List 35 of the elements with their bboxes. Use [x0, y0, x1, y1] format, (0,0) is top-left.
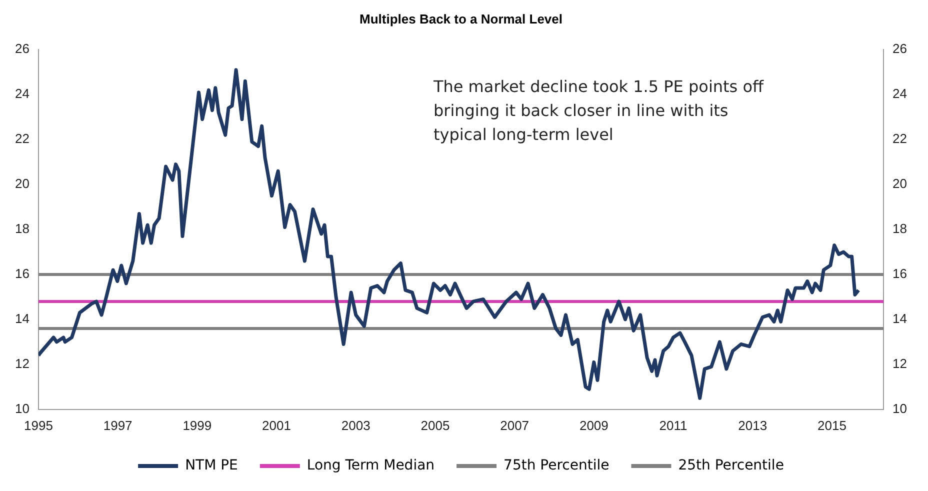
- y-tick-label: 20: [14, 176, 30, 192]
- y2-tick-label: 24: [892, 86, 908, 102]
- y-tick-label: 22: [14, 131, 30, 146]
- annotation: The market decline took 1.5 PE points off bringing it back closer in line with its typical long-term level: [432, 76, 765, 144]
- x-tick-label: 2001: [262, 418, 291, 433]
- y-tick-label: 24: [14, 86, 30, 102]
- y-tick-label: 26: [14, 41, 30, 56]
- y-tick-label: 14: [14, 311, 30, 326]
- chart-title: Multiples Back to a Normal Level: [359, 11, 563, 26]
- y2-tick-label: 16: [892, 266, 908, 282]
- legend-label: Long Term Median: [306, 458, 435, 474]
- y2-tick-label: 18: [892, 221, 908, 236]
- x-tick-label: 2003: [341, 418, 370, 433]
- legend-label: 25th Percentile: [678, 458, 784, 474]
- x-tick-label: 2011: [659, 418, 688, 433]
- x-tick-label: 1997: [103, 418, 132, 433]
- x-tick-label: 2015: [818, 418, 846, 433]
- y2-tick-label: 20: [892, 176, 908, 192]
- y2-tick-label: 12: [892, 356, 908, 372]
- y2-tick-label: 10: [892, 400, 908, 416]
- legend-label: NTM PE: [185, 458, 238, 474]
- x-tick-label: 1999: [182, 418, 212, 433]
- y-tick-label: 12: [14, 356, 30, 372]
- y2-tick-label: 26: [892, 41, 908, 56]
- y2-tick-label: 22: [892, 131, 908, 146]
- x-tick-label: 2013: [738, 418, 768, 433]
- y-tick-label: 18: [14, 221, 30, 236]
- x-tick-label: 1995: [24, 418, 53, 433]
- y-tick-label: 16: [14, 266, 30, 282]
- x-tick-label: 2009: [579, 418, 608, 433]
- x-tick-label: 2005: [420, 418, 450, 433]
- y2-tick-label: 14: [892, 311, 908, 326]
- x-tick-label: 2007: [500, 418, 530, 433]
- legend-label: 75th Percentile: [504, 458, 610, 474]
- y-tick-label: 10: [14, 400, 30, 416]
